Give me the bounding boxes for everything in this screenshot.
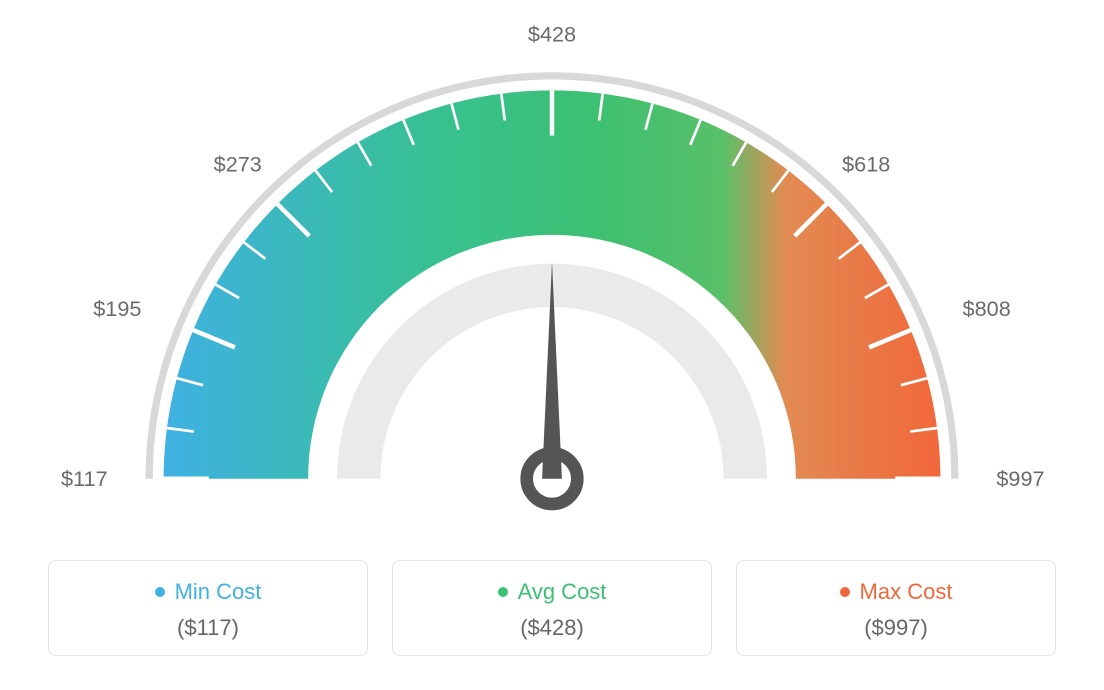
legend-label: Min Cost [175, 579, 262, 605]
legend-title-avg: Avg Cost [498, 579, 607, 605]
legend-title-max: Max Cost [840, 579, 953, 605]
legend-card-max: Max Cost ($997) [736, 560, 1056, 656]
tick-label: $428 [528, 22, 576, 47]
legend-card-min: Min Cost ($117) [48, 560, 368, 656]
legend-label: Max Cost [860, 579, 953, 605]
gauge-chart: $117 $195 $273 $428 $618 $808 $997 [0, 0, 1104, 560]
legend-label: Avg Cost [518, 579, 607, 605]
legend-card-avg: Avg Cost ($428) [392, 560, 712, 656]
tick-label: $997 [996, 466, 1044, 491]
dot-icon [840, 587, 850, 597]
legend-row: Min Cost ($117) Avg Cost ($428) Max Cost… [0, 560, 1104, 656]
tick-label: $195 [93, 296, 141, 321]
legend-value: ($997) [747, 615, 1045, 641]
gauge-svg: $117 $195 $273 $428 $618 $808 $997 [22, 0, 1082, 560]
legend-title-min: Min Cost [155, 579, 262, 605]
tick-label: $618 [842, 152, 890, 177]
tick-label: $117 [61, 466, 108, 491]
legend-value: ($117) [59, 615, 357, 641]
dot-icon [498, 587, 508, 597]
legend-value: ($428) [403, 615, 701, 641]
tick-label: $273 [214, 152, 262, 177]
tick-label: $808 [963, 296, 1011, 321]
dot-icon [155, 587, 165, 597]
